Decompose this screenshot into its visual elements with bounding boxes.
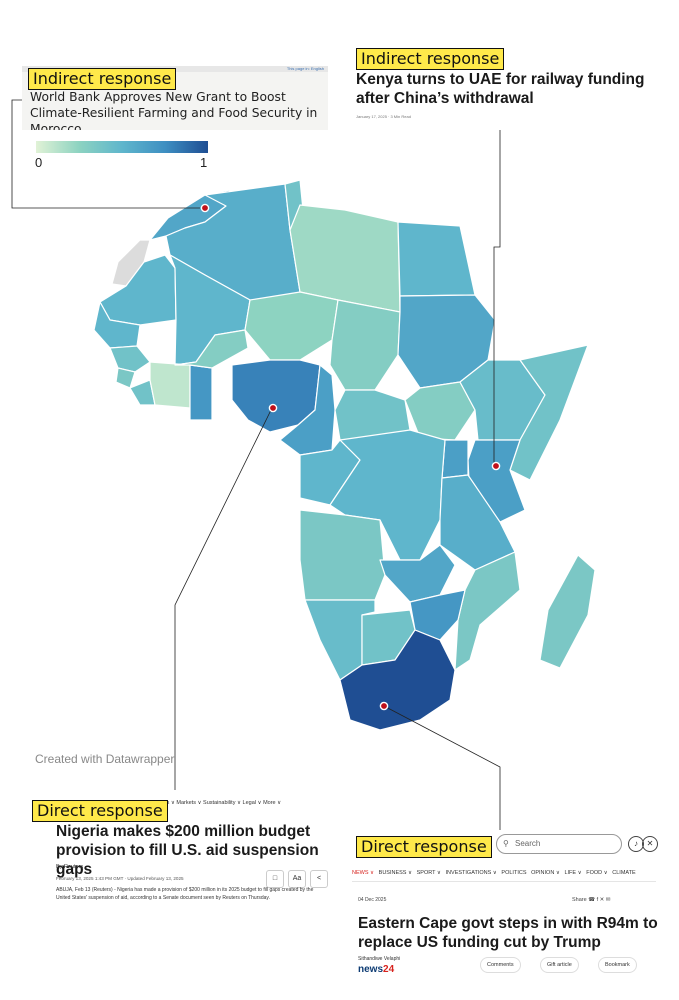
leader-line-south-africa bbox=[383, 705, 501, 830]
text-size-button[interactable]: Aa bbox=[288, 870, 306, 888]
datawrapper-credit: Created with Datawrapper bbox=[35, 752, 175, 766]
nav-climate[interactable]: CLIMATE bbox=[612, 870, 636, 876]
country-angola[interactable] bbox=[299, 509, 386, 601]
reuters-body: ABUJA, Feb 13 (Reuters) - Nigeria has ma… bbox=[56, 887, 314, 901]
nav-investigations[interactable]: INVESTIGATIONS ∨ bbox=[445, 870, 497, 876]
share-icon[interactable]: < bbox=[310, 870, 328, 888]
country-egypt[interactable] bbox=[397, 221, 476, 297]
country-mozambique[interactable] bbox=[454, 551, 521, 671]
comments-label: Comments bbox=[487, 962, 514, 968]
comments-button[interactable]: Comments bbox=[480, 957, 521, 973]
nav-politics[interactable]: POLITICS bbox=[501, 870, 527, 876]
marker-south-africa[interactable] bbox=[379, 701, 389, 711]
country-guinea[interactable] bbox=[109, 345, 151, 373]
news24-logo: news24 bbox=[358, 964, 394, 975]
nav-news[interactable]: NEWS ∨ bbox=[352, 870, 375, 876]
morocco-response-tag: Indirect response bbox=[28, 68, 177, 90]
news24-headline[interactable]: Eastern Cape govt steps in with R94m to … bbox=[358, 915, 658, 951]
country-sierra-leone[interactable] bbox=[115, 367, 136, 389]
news24-logo-num: 24 bbox=[383, 964, 395, 975]
legend-color-bar bbox=[36, 141, 208, 153]
language-link[interactable]: This page in: English bbox=[286, 66, 324, 71]
leader-lines bbox=[11, 99, 501, 830]
gift-article-button[interactable]: Gift article bbox=[540, 957, 579, 973]
share-label: Share bbox=[572, 897, 587, 903]
nav-food[interactable]: FOOD ∨ bbox=[586, 870, 608, 876]
marker-kenya[interactable] bbox=[491, 461, 501, 471]
x-share-icon[interactable]: ✕ bbox=[599, 897, 605, 903]
bookmark-icon[interactable]: □ bbox=[266, 870, 284, 888]
kenya-headline[interactable]: Kenya turns to UAE for railway funding a… bbox=[356, 71, 645, 107]
legend-max-label: 1 bbox=[200, 155, 208, 170]
search-input[interactable]: ⚲ Search bbox=[496, 834, 622, 854]
whatsapp-icon[interactable]: ☎ bbox=[588, 897, 596, 903]
leader-line-kenya bbox=[493, 130, 501, 466]
morocco-headline[interactable]: World Bank Approves New Grant to Boost C… bbox=[30, 90, 318, 130]
email-icon[interactable]: ✉ bbox=[605, 897, 611, 903]
nav-opinion[interactable]: OPINION ∨ bbox=[531, 870, 560, 876]
news24-nav[interactable]: NEWS ∨ BUSINESS ∨ SPORT ∨ INVESTIGATIONS… bbox=[352, 870, 656, 882]
news24-logo-text: news bbox=[358, 964, 384, 975]
highlight-markers bbox=[200, 203, 501, 711]
reuters-byline: By Reuters bbox=[56, 864, 84, 870]
country-chad[interactable] bbox=[329, 299, 401, 391]
share-row[interactable]: Share ☎ f ✕ ✉ bbox=[572, 897, 610, 903]
search-icon: ⚲ bbox=[503, 839, 509, 848]
country-regions bbox=[93, 179, 596, 731]
nigeria-response-tag: Direct response bbox=[32, 800, 168, 822]
country-burkina-faso[interactable] bbox=[174, 329, 249, 369]
reuters-date: February 13, 2025 1:43 PM GMT · Updated … bbox=[56, 876, 184, 881]
nav-sport[interactable]: SPORT ∨ bbox=[416, 870, 441, 876]
kenya-response-tag: Indirect response bbox=[356, 48, 505, 70]
country-somalia[interactable] bbox=[509, 344, 589, 481]
marker-nigeria[interactable] bbox=[268, 403, 278, 413]
search-placeholder: Search bbox=[515, 839, 541, 848]
country-cote-d-ivoire[interactable] bbox=[149, 361, 191, 409]
nav-business[interactable]: BUSINESS ∨ bbox=[378, 870, 413, 876]
kenya-meta: January 17, 2025 · 3 Min Read bbox=[356, 114, 411, 119]
legend-min-label: 0 bbox=[35, 155, 43, 170]
leader-line-morocco bbox=[11, 99, 200, 209]
country-niger[interactable] bbox=[244, 291, 339, 361]
country-ghana[interactable] bbox=[189, 364, 213, 421]
country-south-africa[interactable] bbox=[339, 629, 456, 731]
country-uganda[interactable] bbox=[441, 439, 469, 479]
gift-label: Gift article bbox=[547, 962, 572, 968]
bookmark-button[interactable]: Bookmark bbox=[598, 957, 637, 973]
x-icon[interactable]: ✕ bbox=[642, 836, 658, 852]
marker-morocco[interactable] bbox=[200, 203, 210, 213]
leader-line-nigeria bbox=[174, 407, 273, 797]
news24-article-card[interactable]: ⚲ Search ♪ ✕ NEWS ∨ BUSINESS ∨ SPORT ∨ I… bbox=[350, 830, 658, 986]
nav-life[interactable]: LIFE ∨ bbox=[564, 870, 582, 876]
news24-author: Sithandiwe Velaphi bbox=[358, 956, 401, 962]
country-zambia[interactable] bbox=[379, 544, 456, 603]
country-madagascar[interactable] bbox=[539, 554, 596, 669]
bookmark-label: Bookmark bbox=[605, 962, 630, 968]
facebook-icon[interactable]: f bbox=[596, 897, 599, 903]
reuters-nav[interactable]: Business ∨ Markets ∨ Sustainability ∨ Le… bbox=[147, 800, 282, 806]
south-africa-response-tag: Direct response bbox=[356, 836, 492, 858]
reuters-headline[interactable]: Nigeria makes $200 million budget provis… bbox=[56, 823, 319, 878]
news24-date: 04 Dec 2025 bbox=[358, 897, 387, 903]
